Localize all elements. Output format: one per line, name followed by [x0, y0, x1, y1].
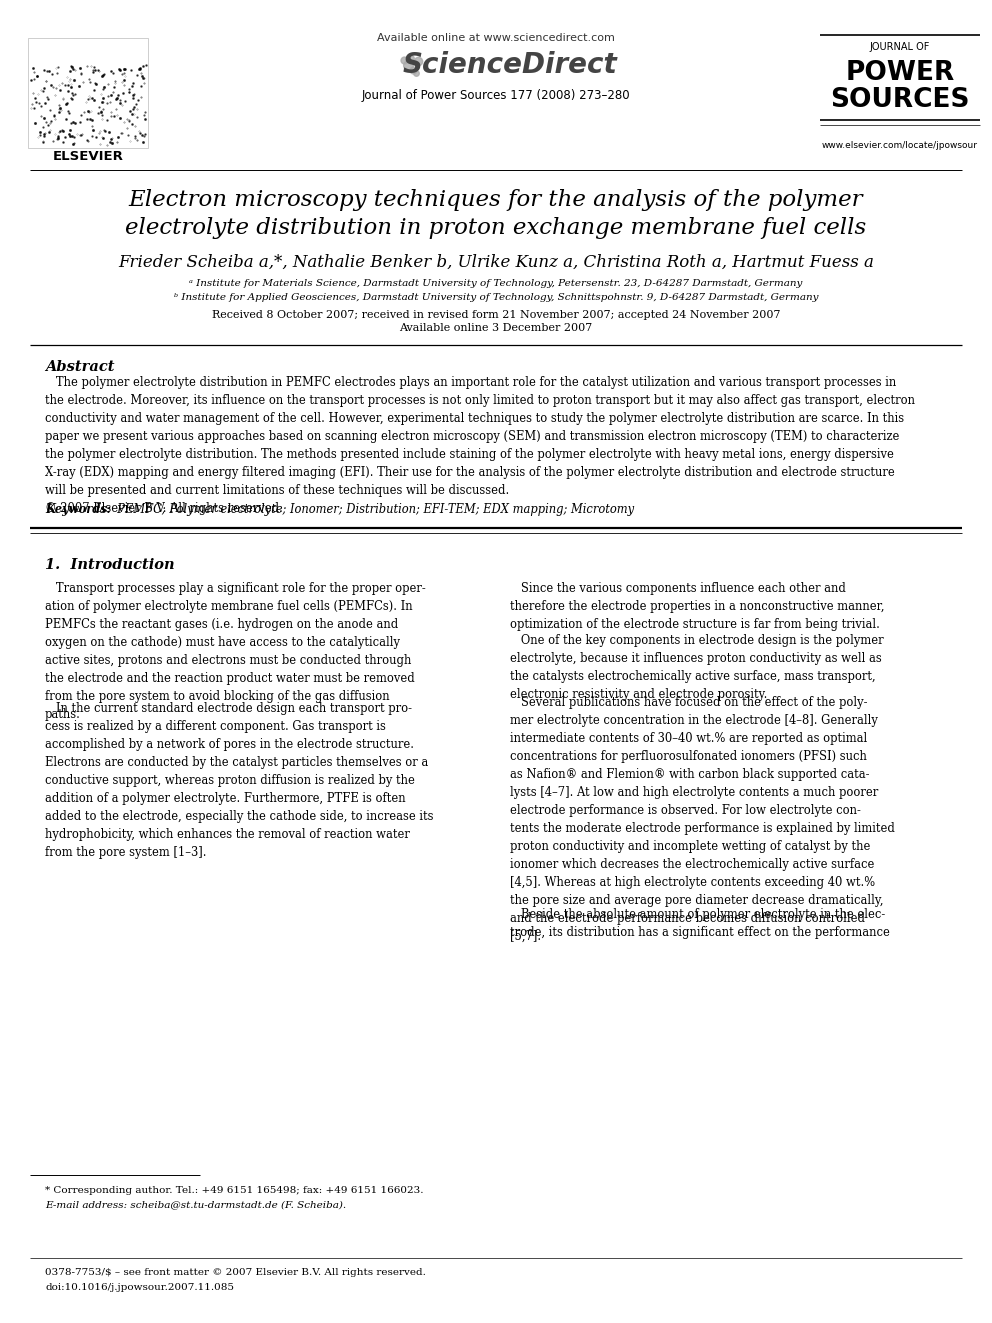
Text: electrolyte distribution in proton exchange membrane fuel cells: electrolyte distribution in proton excha…	[125, 217, 867, 239]
Text: Received 8 October 2007; received in revised form 21 November 2007; accepted 24 : Received 8 October 2007; received in rev…	[211, 310, 781, 320]
Text: 1.  Introduction: 1. Introduction	[45, 558, 175, 572]
Text: Available online 3 December 2007: Available online 3 December 2007	[400, 323, 592, 333]
Text: Several publications have focused on the effect of the poly-
mer electrolyte con: Several publications have focused on the…	[510, 696, 895, 943]
Text: Keywords:: Keywords:	[45, 504, 111, 516]
Text: Electron microscopy techniques for the analysis of the polymer: Electron microscopy techniques for the a…	[129, 189, 863, 210]
Text: ScienceDirect: ScienceDirect	[403, 52, 617, 79]
Text: ᵇ Institute for Applied Geosciences, Darmstadt University of Technology, Schnitt: ᵇ Institute for Applied Geosciences, Dar…	[174, 294, 818, 303]
Text: JOURNAL OF: JOURNAL OF	[870, 42, 930, 52]
Text: Frieder Scheiba a,*, Nathalie Benker b, Ulrike Kunz a, Christina Roth a, Hartmut: Frieder Scheiba a,*, Nathalie Benker b, …	[118, 254, 874, 270]
Bar	[28, 38, 148, 148]
Text: doi:10.1016/j.jpowsour.2007.11.085: doi:10.1016/j.jpowsour.2007.11.085	[45, 1283, 234, 1293]
Text: 0378-7753/$ – see front matter © 2007 Elsevier B.V. All rights reserved.: 0378-7753/$ – see front matter © 2007 El…	[45, 1267, 426, 1277]
Text: www.elsevier.com/locate/jpowsour: www.elsevier.com/locate/jpowsour	[822, 140, 978, 149]
Text: Abstract: Abstract	[45, 360, 114, 374]
Text: ELSEVIER: ELSEVIER	[53, 149, 123, 163]
Text: E-mail address: scheiba@st.tu-darmstadt.de (F. Scheiba).: E-mail address: scheiba@st.tu-darmstadt.…	[45, 1200, 346, 1209]
Text: Since the various components influence each other and
therefore the electrode pr: Since the various components influence e…	[510, 582, 885, 631]
Text: SOURCES: SOURCES	[830, 87, 970, 112]
Text: PEMFC; Polymer electrolyte; Ionomer; Distribution; EFI-TEM; EDX mapping; Microto: PEMFC; Polymer electrolyte; Ionomer; Dis…	[110, 504, 634, 516]
Text: Beside the absolute amount of polymer electrolyte in the elec-
trode, its distri: Beside the absolute amount of polymer el…	[510, 908, 890, 939]
Text: The polymer electrolyte distribution in PEMFC electrodes plays an important role: The polymer electrolyte distribution in …	[45, 376, 915, 515]
Text: One of the key components in electrode design is the polymer
electrolyte, becaus: One of the key components in electrode d…	[510, 634, 884, 701]
Text: Available online at www.sciencedirect.com: Available online at www.sciencedirect.co…	[377, 33, 615, 44]
Text: Journal of Power Sources 177 (2008) 273–280: Journal of Power Sources 177 (2008) 273–…	[362, 89, 630, 102]
Text: * Corresponding author. Tel.: +49 6151 165498; fax: +49 6151 166023.: * Corresponding author. Tel.: +49 6151 1…	[45, 1185, 424, 1195]
Text: Transport processes play a significant role for the proper oper-
ation of polyme: Transport processes play a significant r…	[45, 582, 426, 721]
Text: In the current standard electrode design each transport pro-
cess is realized by: In the current standard electrode design…	[45, 703, 434, 859]
Text: POWER: POWER	[845, 60, 954, 86]
Text: ᵃ Institute for Materials Science, Darmstadt University of Technology, Petersens: ᵃ Institute for Materials Science, Darms…	[189, 279, 803, 288]
